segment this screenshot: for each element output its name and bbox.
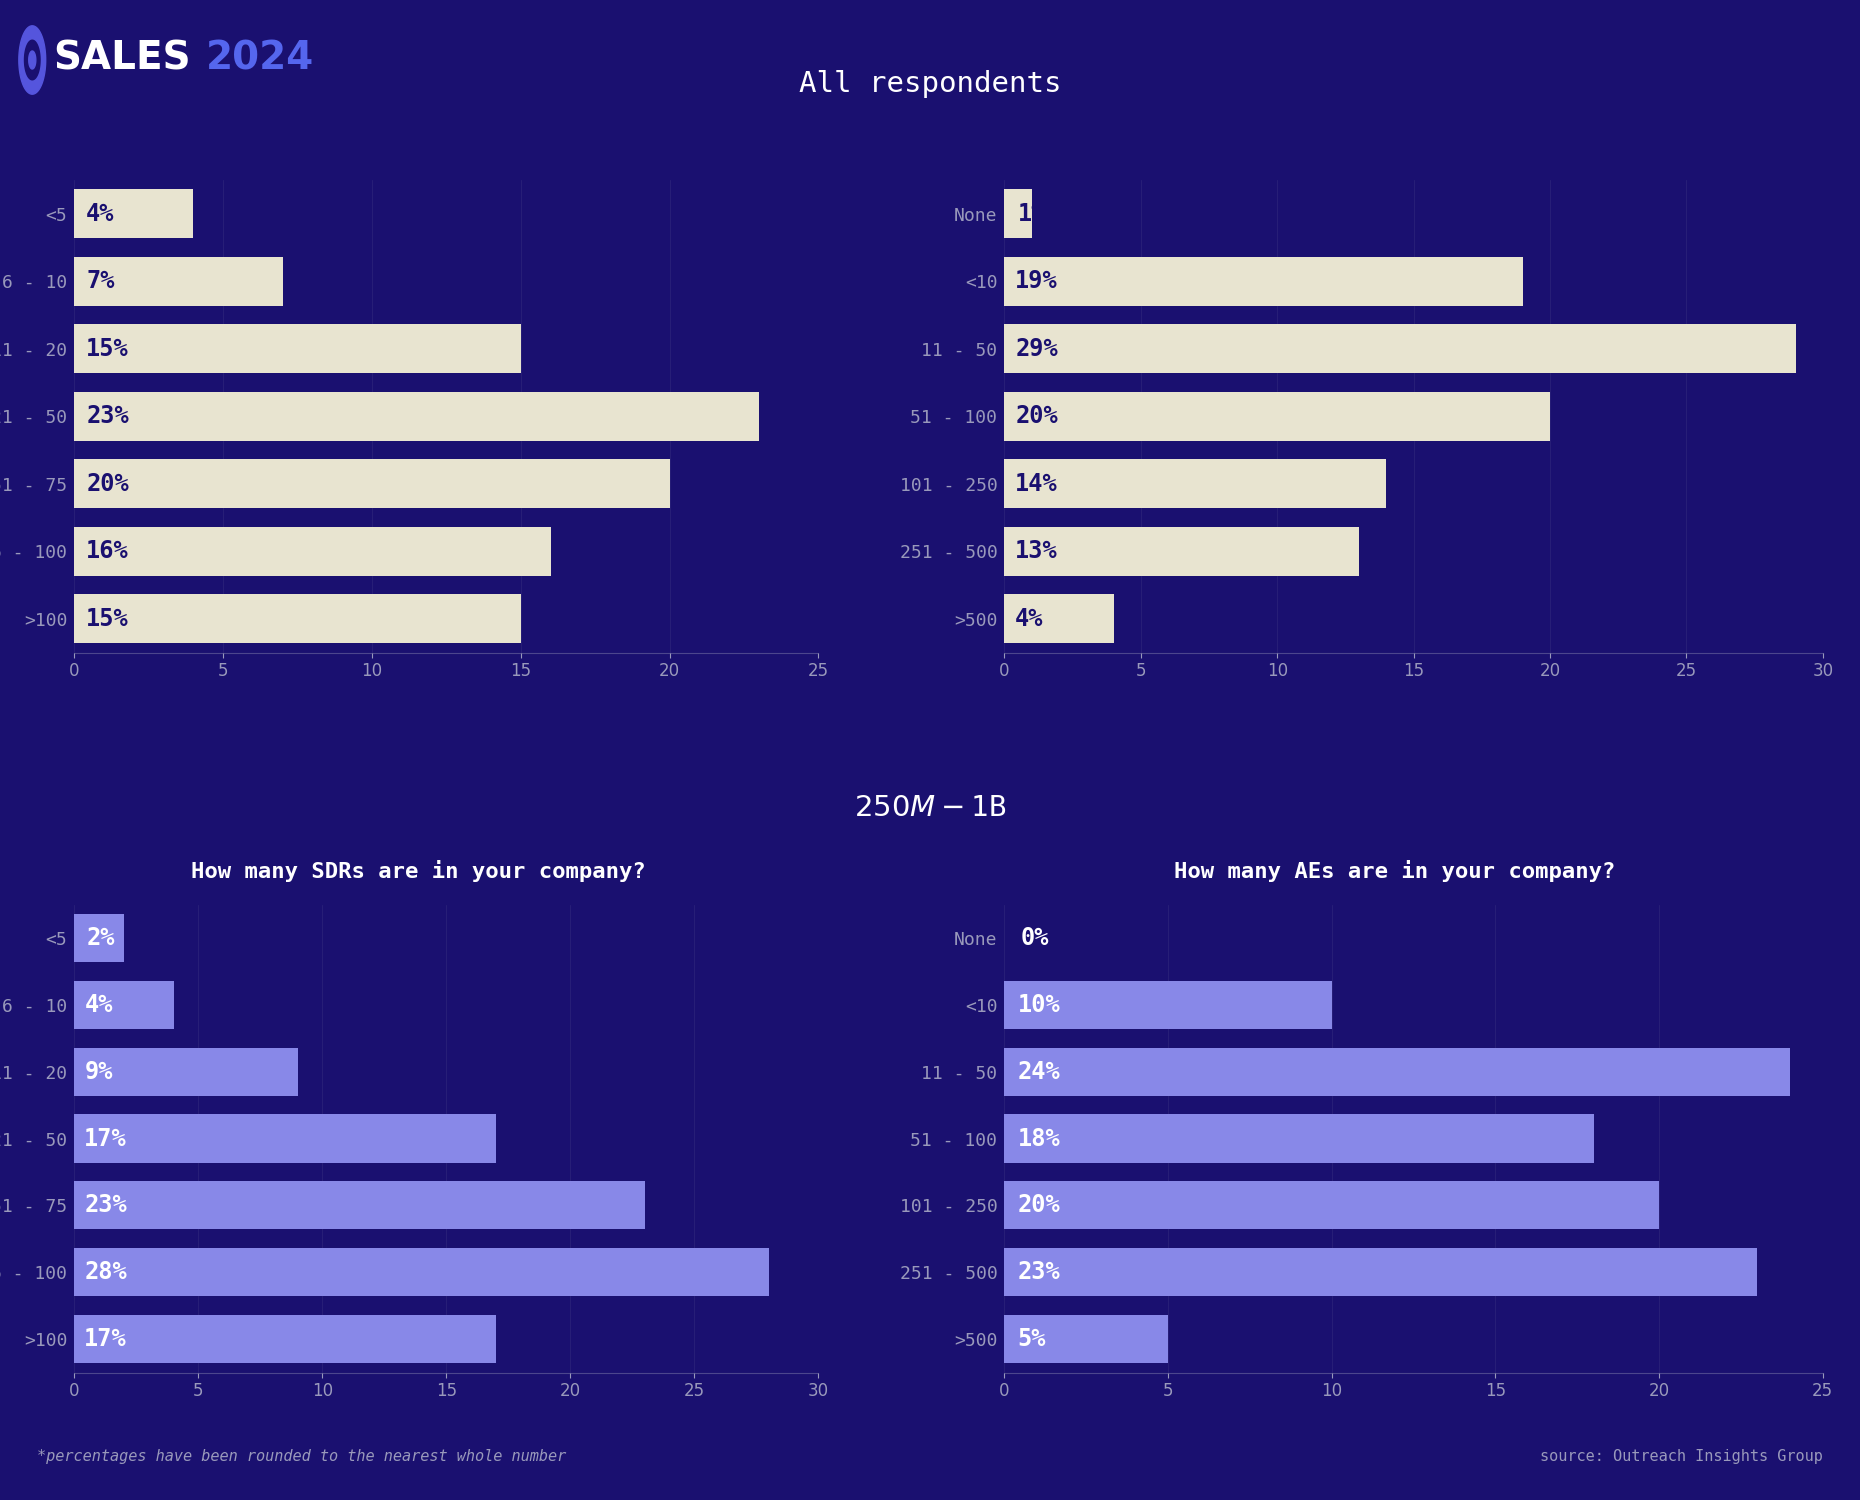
Text: 20%: 20%	[1017, 1194, 1060, 1218]
Bar	[1004, 1182, 1659, 1230]
Bar	[1004, 256, 1523, 306]
Bar	[1004, 1316, 1168, 1364]
Text: 5%: 5%	[1017, 1328, 1045, 1352]
Text: 20%: 20%	[1016, 405, 1058, 429]
Text: 29%: 29%	[1016, 338, 1058, 362]
Text: 23%: 23%	[84, 1194, 126, 1218]
Text: How many AEs are in your company?: How many AEs are in your company?	[1174, 861, 1616, 882]
Bar	[74, 594, 521, 644]
Bar	[1004, 189, 1032, 238]
Bar	[74, 459, 670, 509]
Text: 4%: 4%	[1016, 608, 1043, 631]
Text: 15%: 15%	[86, 608, 128, 631]
Text: 0%: 0%	[1021, 926, 1049, 950]
Polygon shape	[24, 40, 41, 80]
Bar	[74, 1047, 298, 1095]
Text: 15%: 15%	[86, 338, 128, 362]
Text: SALES: SALES	[54, 39, 192, 76]
Text: 20%: 20%	[86, 472, 128, 496]
Text: 1%: 1%	[1017, 202, 1047, 226]
Polygon shape	[19, 26, 46, 94]
Text: $250M-$1B: $250M-$1B	[854, 795, 1006, 822]
Bar	[1004, 526, 1360, 576]
Bar	[74, 1316, 497, 1364]
Text: *percentages have been rounded to the nearest whole number: *percentages have been rounded to the ne…	[37, 1449, 567, 1464]
Bar	[74, 981, 173, 1029]
Text: 28%: 28%	[84, 1260, 126, 1284]
Text: 2024: 2024	[205, 39, 314, 76]
Text: 16%: 16%	[86, 540, 128, 564]
Text: 14%: 14%	[1016, 472, 1058, 496]
Bar	[1004, 594, 1114, 644]
Text: 7%: 7%	[86, 270, 115, 294]
Bar	[74, 526, 551, 576]
Text: 9%: 9%	[84, 1059, 113, 1083]
Bar	[74, 392, 759, 441]
Bar	[1004, 392, 1549, 441]
Text: 4%: 4%	[84, 993, 113, 1017]
Text: 13%: 13%	[1016, 540, 1058, 564]
Bar	[74, 189, 193, 238]
Text: How many SDRs are in your company?: How many SDRs are in your company?	[192, 134, 645, 154]
Text: 18%: 18%	[1017, 1126, 1060, 1150]
Text: source: Outreach Insights Group: source: Outreach Insights Group	[1540, 1449, 1823, 1464]
Text: All respondents: All respondents	[798, 70, 1062, 98]
Polygon shape	[28, 51, 35, 69]
Text: 19%: 19%	[1016, 270, 1058, 294]
Bar	[74, 1182, 645, 1230]
Text: 10%: 10%	[1017, 993, 1060, 1017]
Text: 23%: 23%	[86, 405, 128, 429]
Bar	[74, 324, 521, 374]
Bar	[1004, 1047, 1789, 1095]
Bar	[74, 256, 283, 306]
Bar	[1004, 1248, 1758, 1296]
Bar	[1004, 324, 1795, 374]
Text: 2%: 2%	[87, 926, 115, 950]
Bar	[74, 1248, 768, 1296]
Text: 17%: 17%	[84, 1328, 126, 1352]
Text: 23%: 23%	[1017, 1260, 1060, 1284]
Text: How many SDRs are in your company?: How many SDRs are in your company?	[192, 861, 645, 882]
Text: 24%: 24%	[1017, 1059, 1060, 1083]
Bar	[1004, 1114, 1594, 1162]
Text: 17%: 17%	[84, 1126, 126, 1150]
Bar	[1004, 459, 1386, 509]
Text: 4%: 4%	[86, 202, 115, 226]
Text: How many AEs are in your company?: How many AEs are in your company?	[1174, 134, 1616, 154]
Bar	[74, 1114, 497, 1162]
Bar	[1004, 981, 1332, 1029]
Bar	[74, 914, 125, 962]
